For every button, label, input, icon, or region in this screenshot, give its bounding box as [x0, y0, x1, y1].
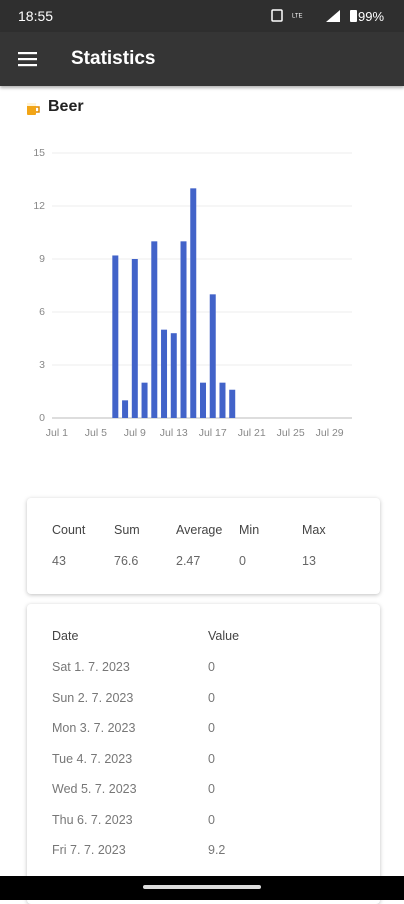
bar — [131, 259, 138, 418]
value-cell: 0 — [208, 751, 215, 766]
date-cell: Thu 6. 7. 2023 — [52, 812, 133, 827]
summary-value: 0 — [239, 554, 246, 568]
battery-icon — [350, 10, 357, 22]
value-cell: 0 — [208, 721, 215, 735]
bar — [170, 333, 177, 418]
app-bar: Statistics — [0, 32, 404, 86]
y-tick-label: 6 — [39, 306, 45, 318]
y-tick-label: 9 — [39, 253, 45, 265]
summary-value: 43 — [52, 554, 66, 568]
chart: 0 3 6 9 12 15 Jul 1 Jul 5 Jul 9 Jul 13 Jul 17 Jul 2… — [33, 147, 352, 439]
date-cell: Fri 7. 7. 2023 — [52, 843, 126, 857]
status-icons: LTE — [271, 9, 357, 22]
item-title: Beer — [48, 98, 84, 115]
table-header: Value — [208, 629, 240, 643]
bar — [141, 382, 148, 418]
bar — [180, 241, 187, 418]
beer-icon — [27, 103, 40, 115]
x-tick-label: Jul 21 — [238, 427, 266, 439]
bar — [161, 329, 168, 418]
bar — [112, 255, 119, 418]
x-tick-label: Jul 5 — [85, 427, 107, 439]
navigation-bar — [0, 876, 404, 900]
x-tick-label: Jul 17 — [199, 427, 227, 439]
app-title: Statistics — [71, 48, 156, 69]
battery-level: 99% — [358, 9, 385, 24]
y-tick-label: 15 — [33, 147, 45, 159]
values-card: Date Value Sat 1. 7. 2023 0 Sun 2. 7. 2023 0 M… — [27, 604, 380, 904]
x-tick-label: Jul 29 — [316, 427, 344, 439]
summary-header: Sum — [114, 523, 140, 537]
summary-value: 76.6 — [114, 554, 139, 568]
value-cell: 0 — [208, 782, 215, 796]
value-cell: 0 — [208, 660, 215, 674]
volte-icon: LTE — [292, 14, 303, 20]
summary-header: Count — [52, 523, 86, 537]
menu-button[interactable] — [18, 51, 38, 67]
value-cell: 0 — [208, 812, 215, 827]
y-tick-label: 3 — [39, 359, 45, 371]
clock: 18:55 — [18, 8, 54, 24]
bar — [151, 241, 158, 418]
summary-header: Average — [176, 523, 223, 537]
bar — [209, 294, 216, 418]
summary-header: Min — [239, 523, 260, 537]
date-cell: Wed 5. 7. 2023 — [52, 782, 137, 796]
x-tick-label: Jul 25 — [277, 427, 305, 439]
bar — [219, 382, 226, 418]
x-tick-label: Jul 1 — [46, 427, 68, 439]
bar — [122, 400, 129, 418]
summary-value: 2.47 — [176, 554, 201, 568]
summary-value: 13 — [302, 554, 316, 568]
bar — [200, 382, 206, 418]
status-bar: 18:55 LTE 99% — [0, 0, 404, 32]
x-tick-label: Jul 9 — [124, 427, 146, 439]
y-tick-label: 0 — [39, 412, 45, 424]
y-tick-label: 12 — [33, 200, 45, 212]
nfc-icon — [271, 9, 283, 22]
bar — [190, 188, 197, 418]
value-cell: 9.2 — [208, 843, 226, 857]
date-cell: Mon 3. 7. 2023 — [52, 721, 136, 735]
x-tick-label: Jul 13 — [160, 427, 188, 439]
summary-header: Max — [302, 523, 326, 537]
date-cell: Sat 1. 7. 2023 — [52, 660, 130, 674]
table-header: Date — [52, 629, 79, 643]
date-cell: Sun 2. 7. 2023 — [52, 690, 134, 705]
date-cell: Tue 4. 7. 2023 — [52, 751, 133, 766]
gesture-handle[interactable] — [143, 885, 261, 889]
bar — [229, 389, 236, 418]
summary-card: Count Sum Average Min Max 43 76.6 2.47 0 13 — [27, 498, 380, 594]
signal-icon — [326, 10, 340, 22]
value-cell: 0 — [208, 690, 215, 705]
